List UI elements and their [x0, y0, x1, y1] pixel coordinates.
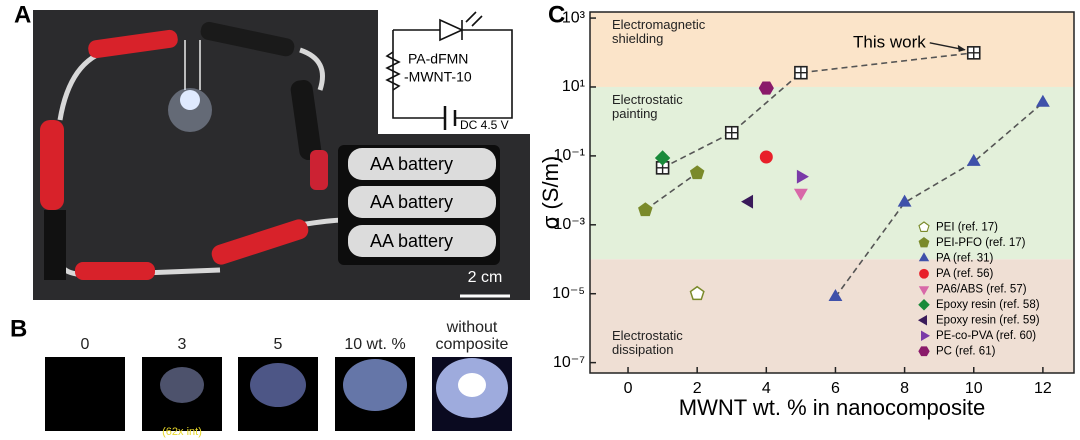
marker [793, 188, 808, 201]
legend-label: PE-co-PVA (ref. 60) [936, 330, 1036, 342]
legend-label: PC (ref. 61) [936, 345, 996, 357]
region-label: Electrostatic dissipation [612, 328, 683, 358]
marker [689, 285, 705, 301]
resistor-label: PA-dFMN [408, 51, 468, 67]
region-band [590, 259, 1074, 373]
marker [918, 237, 930, 248]
schematic [385, 11, 513, 130]
legend-label: PA (ref. 31) [936, 252, 993, 264]
marker [796, 169, 809, 184]
marker [921, 330, 931, 341]
resistor-label: -MWNT-10 [404, 69, 472, 85]
battery-label: AA battery [370, 154, 453, 174]
marker [759, 150, 773, 164]
x-tick-label: 8 [900, 380, 909, 397]
panel-label: C [548, 1, 565, 28]
marker [917, 315, 927, 326]
x-axis-title: MWNT wt. % in nanocomposite [679, 395, 985, 420]
image-label: without composite [435, 318, 509, 354]
marker [897, 194, 912, 207]
marker [758, 81, 774, 95]
y-tick-label: 10⁻³ [553, 216, 585, 233]
marker [918, 252, 930, 262]
panel-label: A [14, 1, 31, 28]
annotation: This work [853, 32, 926, 51]
marker [918, 346, 930, 357]
marker-cross [794, 66, 807, 79]
led-images [45, 357, 512, 431]
region-label: Electrostatic painting [612, 91, 683, 122]
image-label: 5 [273, 336, 283, 354]
region-band [590, 12, 1074, 87]
series-line [662, 52, 974, 169]
x-tick-label: 0 [624, 380, 633, 397]
marker [966, 153, 981, 166]
legend-label: PA (ref. 56) [936, 268, 993, 280]
marker [689, 165, 705, 180]
series-line [834, 102, 1044, 298]
x-tick-label: 4 [762, 380, 771, 397]
marker [741, 194, 754, 209]
x-tick-label: 2 [693, 380, 702, 397]
image-note: (62x int) [162, 426, 202, 438]
x-tick-label: 6 [831, 380, 840, 397]
scale-label: 2 cm [468, 269, 503, 286]
y-tick-label: 10⁻¹ [553, 147, 585, 164]
y-tick-label: 10³ [562, 9, 586, 26]
region-band [590, 86, 1074, 260]
battery-label: AA battery [370, 231, 453, 251]
image-label: 3 [177, 336, 187, 354]
region-label: Electromagnetic shielding [612, 17, 706, 47]
y-tick-label: 10¹ [562, 78, 585, 95]
marker-cross [725, 126, 738, 139]
legend-label: PEI (ref. 17) [936, 221, 998, 233]
led-glow [168, 88, 212, 132]
image-label: 10 wt. % [344, 336, 406, 354]
clips [40, 21, 328, 280]
marker [654, 150, 671, 166]
marker [918, 286, 930, 296]
battery-label: AA battery [370, 192, 453, 212]
plot-frame [589, 11, 1075, 374]
panel-label: B [10, 315, 27, 342]
x-tick-label: 10 [965, 380, 983, 397]
marker-cross [967, 46, 980, 59]
legend-label: PEI-PFO (ref. 17) [936, 237, 1026, 249]
marker [919, 268, 929, 279]
y-tick-label: 10⁻⁷ [553, 354, 585, 371]
marker [828, 289, 843, 302]
legend-label: Epoxy resin (ref. 59) [936, 314, 1040, 326]
annotation-arrowhead [957, 44, 966, 52]
marker [638, 202, 653, 217]
y-tick-label: 10⁻⁵ [552, 285, 585, 302]
image-label: 0 [80, 336, 90, 354]
legend-label: Epoxy resin (ref. 58) [936, 299, 1040, 311]
x-tick-label: 12 [1034, 380, 1052, 397]
series-line [644, 172, 698, 211]
marker [918, 298, 930, 311]
batteries [348, 148, 496, 257]
marker [918, 221, 930, 233]
led [180, 90, 200, 110]
source-label: DC 4.5 V [460, 118, 509, 132]
marker [1035, 94, 1050, 107]
y-axis-title: σ (S/m) [538, 156, 563, 229]
legend-label: PA6/ABS (ref. 57) [936, 283, 1027, 295]
